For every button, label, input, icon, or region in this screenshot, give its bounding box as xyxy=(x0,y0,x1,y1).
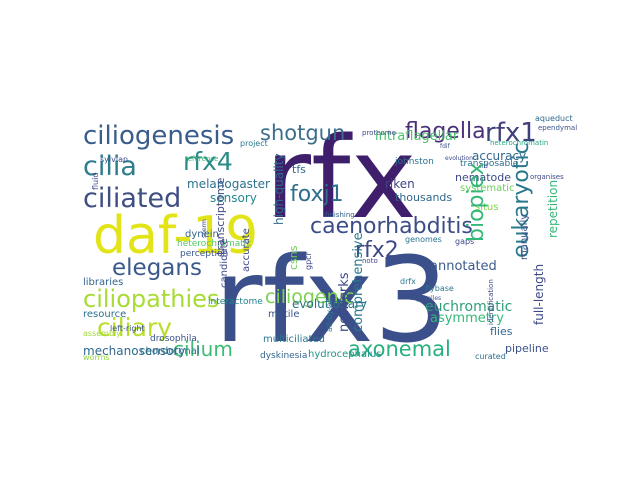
word-all-by-all: sperm xyxy=(201,219,208,238)
word-mechanosensory: full-length xyxy=(532,263,546,325)
word-left-right: high-quality xyxy=(272,153,286,225)
word-identification: organelles xyxy=(410,295,442,302)
word-proteome: ependymal xyxy=(538,124,578,132)
word-heterochromatic: accurate xyxy=(241,228,252,272)
word-lrd: assembly xyxy=(83,329,121,338)
word-drfx: evolutionary xyxy=(292,297,368,311)
word-accurate: reference xyxy=(185,155,219,163)
word-melanogaster: melanogaster xyxy=(187,177,270,191)
word-ciliogenesis: ciliogenesis xyxy=(83,121,235,151)
word-dyskinesia: networks xyxy=(337,272,352,332)
word-genomes: perception xyxy=(180,249,229,259)
word-dynein: sensory xyxy=(210,191,257,205)
word-biopiex: drfx xyxy=(400,277,416,286)
word-fluid: organises xyxy=(530,173,564,181)
word-full-length: noto xyxy=(362,257,378,265)
word-systematic: dyskinesia xyxy=(260,351,308,361)
word-motile: comprehensive xyxy=(351,232,366,332)
word-accuracy: intraflagellar xyxy=(375,129,459,144)
word-foxj1: foxj1 xyxy=(290,182,344,207)
word-riken: interactome xyxy=(208,297,263,307)
word-rfx3: rfx3 xyxy=(214,231,449,369)
word-johnston: motile xyxy=(268,309,300,320)
word-elegans: elegans xyxy=(112,255,202,281)
word-axonemal: ciliary xyxy=(97,313,172,342)
word-euchromatic: axonemal xyxy=(348,337,451,361)
word-organises: left-right xyxy=(110,324,145,333)
word-transposable: multiciliated xyxy=(263,334,325,345)
word-pipeline: annotated xyxy=(430,259,497,274)
word-gaps: heterochromatic xyxy=(177,239,252,249)
word-ciliary: ciliopathies xyxy=(83,285,220,313)
word-interactome: drosophila xyxy=(150,334,197,344)
word-chordotonal: repetition xyxy=(546,179,560,238)
word-rfx4: rfx4 xyxy=(183,147,233,176)
word-rfx1: rfx1 xyxy=(485,118,537,148)
word-situs: hydrocephalus xyxy=(308,349,382,360)
word-cilia: cilia xyxy=(83,151,137,182)
word-repetition: cdnas xyxy=(275,279,293,286)
word-finishing: csns xyxy=(287,245,300,270)
word-asymmetry: pipeline xyxy=(505,342,549,355)
word-networks: proteome xyxy=(362,129,396,137)
word-annotated: cilium xyxy=(173,337,233,361)
word-daf-19: daf-19 xyxy=(93,206,259,266)
word-candidate: fdif xyxy=(440,143,450,150)
word-manually: sylvian xyxy=(100,155,129,164)
word-reference: project xyxy=(240,139,268,148)
word-rfx: rfx xyxy=(265,114,417,244)
word-flybase: thousands xyxy=(395,191,453,204)
word-evolution: finishing xyxy=(325,211,355,219)
word-intraflagellar: accuracy xyxy=(472,149,527,163)
word-cdnas: flybase xyxy=(425,284,454,293)
word-ciliopathies: biopiex xyxy=(464,162,489,242)
word-worms: situs xyxy=(475,202,499,213)
word-high-quality: gpcr xyxy=(304,252,313,270)
word-sensory: dynein xyxy=(185,229,219,240)
word-noto: flies xyxy=(490,325,513,338)
word-cilium: ciliogenic xyxy=(265,286,355,308)
word-ciliated: ciliated xyxy=(83,183,182,214)
word-sperm: lrd xyxy=(480,163,488,170)
word-curated: systematic xyxy=(460,183,515,194)
word-cloud: rfx3 rfx daf-19 ciliogenesis shotgun fla… xyxy=(80,114,577,369)
word-project: transposable xyxy=(460,159,519,169)
word-resource: euchromatic xyxy=(425,299,513,315)
word-heterochromatin: curated xyxy=(475,352,506,361)
word-libraries: asymmetry xyxy=(430,311,504,326)
word-shotgun: shotgun xyxy=(260,121,346,145)
word-hydrocephalus: manually xyxy=(519,213,530,260)
word-comprehensive: identification xyxy=(487,279,495,325)
word-fdif: fluid xyxy=(91,172,100,190)
word-flagella: flagella xyxy=(405,119,486,144)
word-sylvian: aqueduct xyxy=(535,114,573,123)
word-csns: candidate xyxy=(219,238,230,288)
word-gpcr: evolution xyxy=(445,155,473,162)
word-flies: riken xyxy=(385,177,415,191)
word-rfx2: rfx2 xyxy=(355,238,399,263)
word-eukaryotic: all-by-all xyxy=(325,297,334,332)
word-evolutionary: gaps xyxy=(455,237,475,246)
word-ependymal: johnston xyxy=(395,157,434,167)
word-multiciliated: resource xyxy=(83,309,127,320)
word-thousands: chordotonal xyxy=(140,346,200,357)
word-caenorhabditis: caenorhabditis xyxy=(310,214,473,239)
word-tfs: mechanosensory xyxy=(83,344,186,358)
word-nematode: genomes xyxy=(405,235,442,244)
word-assembly: nematode xyxy=(455,171,511,184)
word-transcriptome: heterochromatin xyxy=(490,139,549,147)
word-drosophila: libraries xyxy=(83,277,124,288)
word-aqueduct: tfs xyxy=(292,163,306,176)
word-organelles: worms xyxy=(83,353,110,362)
